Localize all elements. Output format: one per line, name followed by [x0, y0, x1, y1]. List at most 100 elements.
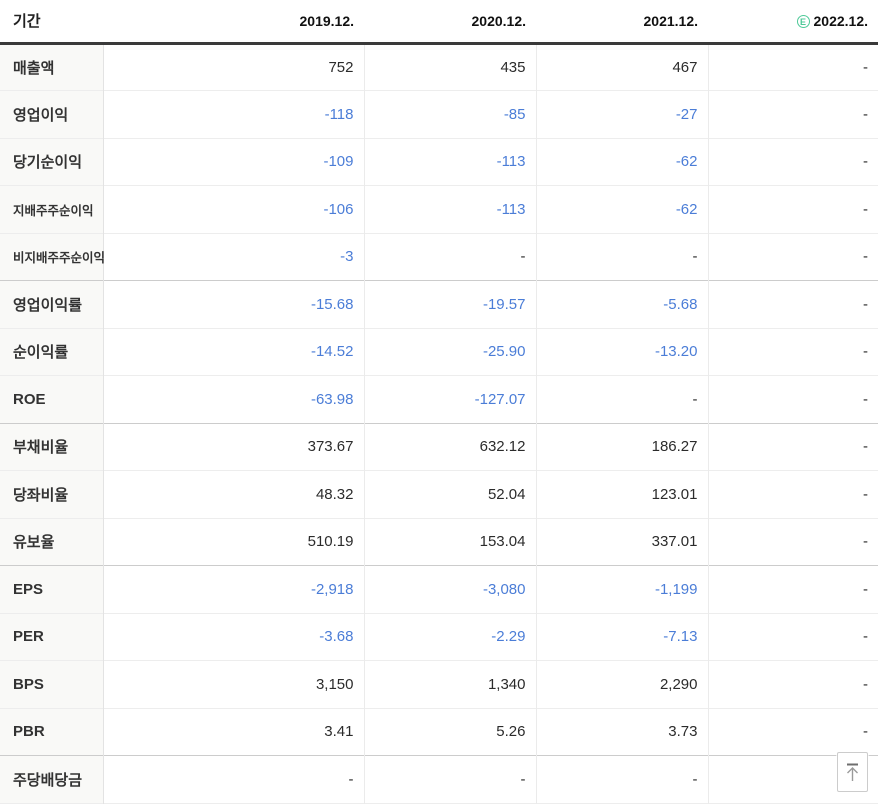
table-row: EPS -2,918 -3,080 -1,199- [0, 565, 878, 613]
cell-value: 48.32 [103, 470, 364, 518]
cell-value: -106 [103, 185, 364, 233]
row-label: 당좌비율 [0, 470, 104, 518]
cell-value: - [707, 43, 878, 91]
cell-value: -1,199 [535, 565, 708, 613]
cell-value: -25.90 [363, 328, 536, 376]
column-header-202112: 2021.12. [536, 0, 708, 43]
estimate-icon: E [796, 14, 810, 28]
cell-value: -15.68 [103, 280, 364, 328]
row-label: BPS [0, 660, 104, 708]
cell-value: -109 [103, 138, 364, 186]
cell-value: 52.04 [363, 470, 536, 518]
table-row: 매출액 752 435 467- [0, 43, 878, 91]
arrow-up-to-line-icon [847, 763, 858, 781]
row-label: 순이익률 [0, 328, 104, 376]
table-row: 지배주주순이익 -106 -113 -62- [0, 185, 878, 233]
row-label: 주당배당금 [0, 755, 104, 803]
column-header-202012: 2020.12. [364, 0, 536, 43]
cell-value: 373.67 [103, 423, 364, 471]
cell-value: -113 [363, 185, 536, 233]
cell-value: 1,340 [363, 660, 536, 708]
cell-value: -27 [535, 90, 708, 138]
cell-value: 3.73 [535, 708, 708, 756]
cell-value: -118 [103, 90, 364, 138]
cell-value: 2,290 [535, 660, 708, 708]
cell-value: - [103, 755, 364, 803]
cell-value: - [707, 328, 878, 376]
cell-value: 510.19 [103, 518, 364, 566]
period-header: 기간 [0, 0, 103, 43]
cell-value: - [707, 185, 878, 233]
column-header-201912: 2019.12. [103, 0, 364, 43]
table-row: 당좌비율 48.32 52.04 123.01- [0, 470, 878, 518]
cell-value: -2.29 [363, 613, 536, 661]
cell-value: -85 [363, 90, 536, 138]
table-row: BPS 3,150 1,340 2,290- [0, 660, 878, 708]
cell-value: 5.26 [363, 708, 536, 756]
cell-value: 186.27 [535, 423, 708, 471]
cell-value: -62 [535, 138, 708, 186]
table-header-row: 기간 2019.12. 2020.12. 2021.12. E 2022.12. [0, 0, 878, 43]
cell-value: 752 [103, 43, 364, 91]
table-row: 순이익률 -14.52 -25.90 -13.20- [0, 328, 878, 376]
cell-value: - [363, 755, 536, 803]
cell-value: -5.68 [535, 280, 708, 328]
row-label: 부채비율 [0, 423, 104, 471]
cell-value: -63.98 [103, 375, 364, 423]
cell-value: - [707, 138, 878, 186]
table-row: 영업이익 -118 -85 -27- [0, 90, 878, 138]
cell-value: 435 [363, 43, 536, 91]
cell-value: - [535, 233, 708, 281]
cell-value: -62 [535, 185, 708, 233]
cell-value: -19.57 [363, 280, 536, 328]
row-label: ROE [0, 375, 104, 423]
row-label: PBR [0, 708, 104, 756]
row-label: EPS [0, 565, 104, 613]
table-row: 비지배주주순이익 -3- - - [0, 233, 878, 281]
cell-value: -3.68 [103, 613, 364, 661]
cell-value: -2,918 [103, 565, 364, 613]
cell-value: 632.12 [363, 423, 536, 471]
cell-value: -113 [363, 138, 536, 186]
row-label: 매출액 [0, 43, 104, 91]
cell-value: - [707, 565, 878, 613]
table-row: 주당배당금---- [0, 755, 878, 803]
cell-value: - [707, 233, 878, 281]
cell-value: -13.20 [535, 328, 708, 376]
cell-value: -127.07 [363, 375, 536, 423]
cell-value: - [535, 755, 708, 803]
cell-value: -7.13 [535, 613, 708, 661]
cell-value: - [707, 518, 878, 566]
row-label: 영업이익 [0, 90, 104, 138]
table-row: ROE -63.98 -127.07- - [0, 375, 878, 423]
table-row: PBR 3.41 5.26 3.73- [0, 708, 878, 756]
cell-value: - [707, 660, 878, 708]
cell-value: - [707, 470, 878, 518]
scroll-to-top-button[interactable] [837, 752, 868, 792]
cell-value: - [363, 233, 536, 281]
column-header-202212: E 2022.12. [708, 0, 878, 43]
cell-value: - [707, 708, 878, 756]
cell-value: 467 [535, 43, 708, 91]
cell-value: - [535, 375, 708, 423]
row-label: 지배주주순이익 [0, 185, 104, 233]
cell-value: - [707, 423, 878, 471]
table-row: PER -3.68 -2.29 -7.13- [0, 613, 878, 661]
row-label: 유보율 [0, 518, 104, 566]
cell-value: 3,150 [103, 660, 364, 708]
row-label: PER [0, 613, 104, 661]
cell-value: -3,080 [363, 565, 536, 613]
cell-value: - [707, 90, 878, 138]
cell-value: -14.52 [103, 328, 364, 376]
cell-value: 3.41 [103, 708, 364, 756]
table-row: 영업이익률 -15.68 -19.57 -5.68- [0, 280, 878, 328]
table-row: 부채비율 373.67 632.12 186.27- [0, 423, 878, 471]
cell-value: - [707, 375, 878, 423]
row-label: 영업이익률 [0, 280, 104, 328]
cell-value: - [707, 280, 878, 328]
cell-value: 337.01 [535, 518, 708, 566]
row-label: 비지배주주순이익 [0, 233, 105, 281]
table-row: 당기순이익 -109 -113 -62- [0, 138, 878, 186]
